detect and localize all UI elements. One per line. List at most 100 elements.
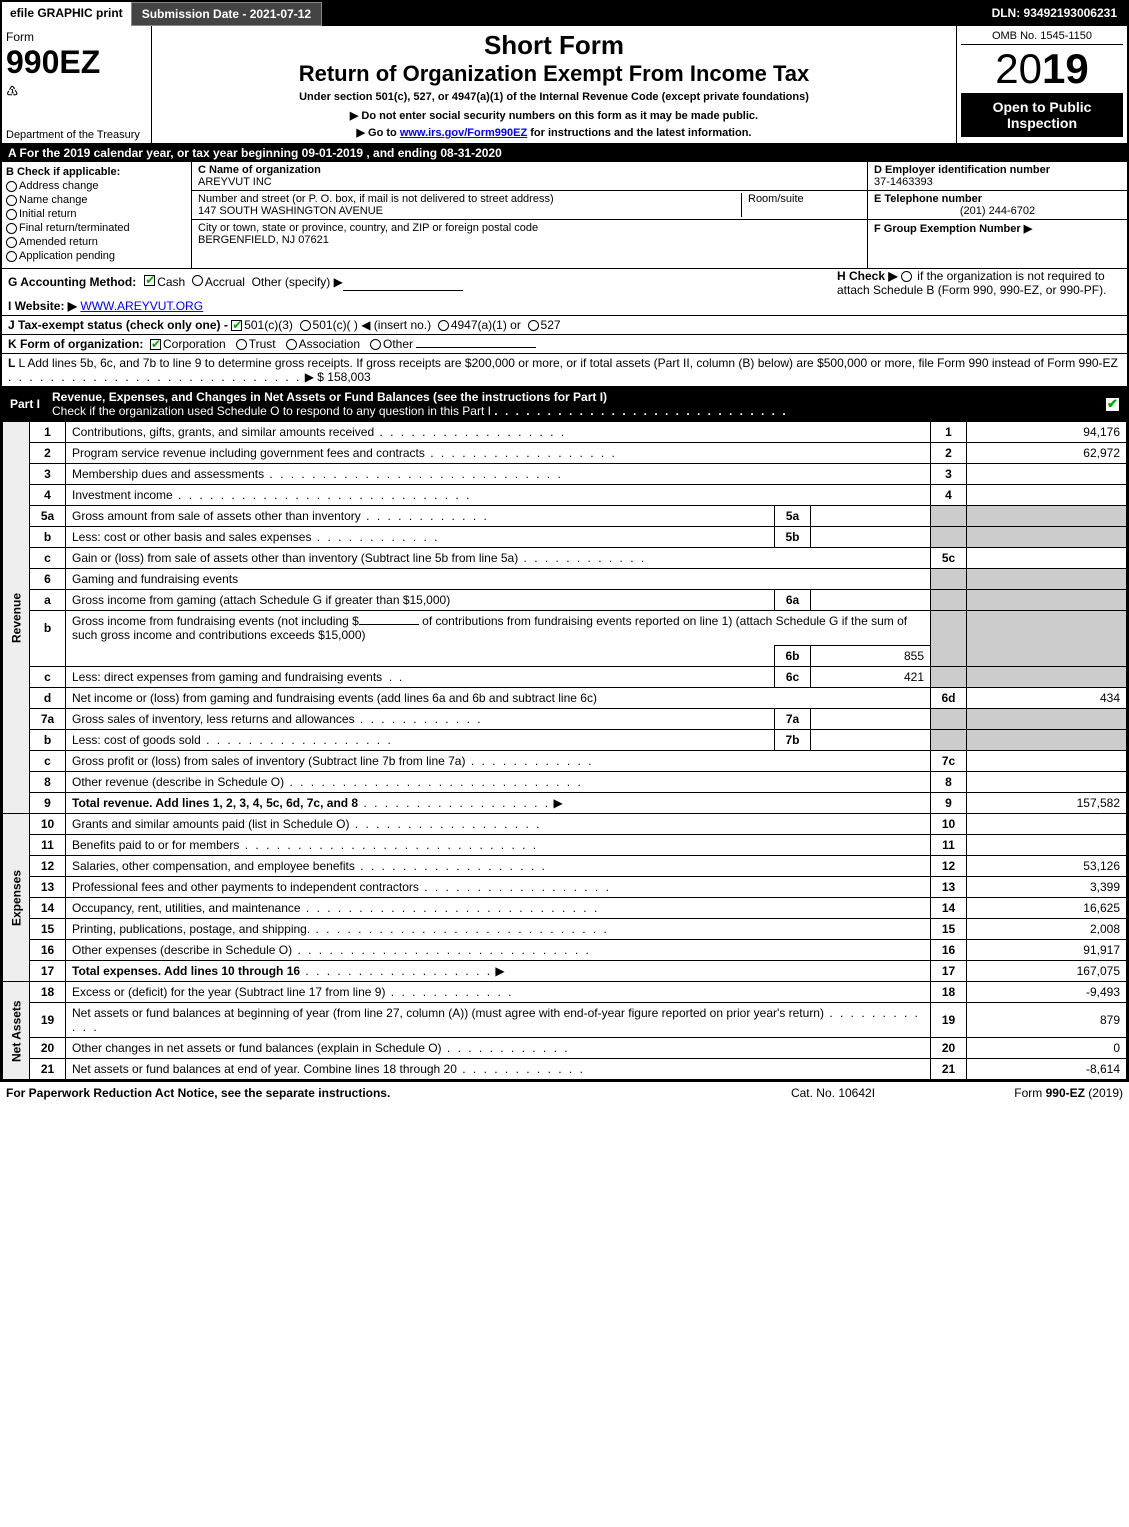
- line-ref: 5c: [931, 548, 967, 569]
- box-h: H Check ▶ if the organization is not req…: [827, 269, 1127, 297]
- form-word: Form: [6, 30, 147, 44]
- check-cash[interactable]: [144, 275, 155, 286]
- check-501c-other[interactable]: [300, 320, 311, 331]
- line-desc: Gross income from fundraising events (no…: [66, 611, 931, 646]
- org-street-cell: Number and street (or P. O. box, if mail…: [192, 191, 867, 220]
- check-address-change[interactable]: Address change: [6, 180, 187, 192]
- goto-link[interactable]: www.irs.gov/Form990EZ: [400, 127, 527, 139]
- shade-cell: [931, 646, 967, 667]
- line-1: Revenue 1 Contributions, gifts, grants, …: [3, 422, 1127, 443]
- line-amt: [967, 548, 1127, 569]
- line-ref: 14: [931, 898, 967, 919]
- shade-cell: [967, 646, 1127, 667]
- line-num: 4: [30, 485, 66, 506]
- line-num: 10: [30, 814, 66, 835]
- schedule-o-checkbox[interactable]: [1106, 398, 1119, 411]
- line-5c: c Gain or (loss) from sale of assets oth…: [3, 548, 1127, 569]
- line-desc: Salaries, other compensation, and employ…: [66, 856, 931, 877]
- other-org-input[interactable]: [416, 347, 536, 348]
- line-desc: Benefits paid to or for members: [66, 835, 931, 856]
- line-15: 15 Printing, publications, postage, and …: [3, 919, 1127, 940]
- subline-amt: 855: [811, 646, 931, 667]
- check-other-org[interactable]: [370, 339, 381, 350]
- box-j: J Tax-exempt status (check only one) - 5…: [2, 315, 1127, 335]
- line-num: 17: [30, 961, 66, 982]
- line-num: 21: [30, 1059, 66, 1080]
- line-ref: 18: [931, 982, 967, 1003]
- line-21: 21 Net assets or fund balances at end of…: [3, 1059, 1127, 1080]
- other-specify-input[interactable]: [343, 275, 463, 291]
- check-corporation[interactable]: [150, 339, 161, 350]
- line-desc: Gaming and fundraising events: [66, 569, 931, 590]
- efile-print-button[interactable]: efile GRAPHIC print: [2, 2, 131, 26]
- line-desc: Less: cost of goods sold: [66, 730, 775, 751]
- shade-cell: [931, 730, 967, 751]
- box-f: F Group Exemption Number ▶: [868, 220, 1127, 237]
- check-schedule-b-not-required[interactable]: [901, 271, 912, 282]
- subline-ref: 6b: [775, 646, 811, 667]
- omb-number: OMB No. 1545-1150: [961, 30, 1123, 45]
- line-5b: b Less: cost or other basis and sales ex…: [3, 527, 1127, 548]
- line-ref: 19: [931, 1003, 967, 1038]
- dept-treasury: Department of the Treasury: [6, 129, 140, 141]
- gross-receipts-text: L Add lines 5b, 6c, and 7b to line 9 to …: [18, 356, 1117, 370]
- shade-cell: [931, 667, 967, 688]
- line-3: 3 Membership dues and assessments 3: [3, 464, 1127, 485]
- line-9: 9 Total revenue. Add lines 1, 2, 3, 4, 5…: [3, 793, 1127, 814]
- line-num: 7a: [30, 709, 66, 730]
- corp-label: Corporation: [163, 337, 226, 351]
- subline-amt: 421: [811, 667, 931, 688]
- line-num: 3: [30, 464, 66, 485]
- shade-cell: [967, 730, 1127, 751]
- other-label: Other (specify) ▶: [252, 275, 343, 291]
- catalog-number: Cat. No. 10642I: [743, 1086, 923, 1100]
- line-desc: Gross income from gaming (attach Schedul…: [66, 590, 775, 611]
- line-6a: a Gross income from gaming (attach Sched…: [3, 590, 1127, 611]
- check-accrual[interactable]: [192, 275, 203, 286]
- check-trust[interactable]: [236, 339, 247, 350]
- entity-info-row: B Check if applicable: Address change Na…: [2, 162, 1127, 269]
- line-num: 16: [30, 940, 66, 961]
- shade-cell: [967, 709, 1127, 730]
- line-amt: 62,972: [967, 443, 1127, 464]
- arrow-icon: ▶: [305, 370, 314, 384]
- check-501c3[interactable]: [231, 320, 242, 331]
- check-address-change-label: Address change: [19, 180, 99, 192]
- line-6b-1: b Gross income from fundraising events (…: [3, 611, 1127, 646]
- line-ref: 4: [931, 485, 967, 506]
- line-ref: 15: [931, 919, 967, 940]
- line-2: 2 Program service revenue including gove…: [3, 443, 1127, 464]
- header-right: OMB No. 1545-1150 2019 Open to Public In…: [957, 26, 1127, 143]
- website-link[interactable]: WWW.AREYVUT.ORG: [80, 299, 203, 313]
- goto-suffix: for instructions and the latest informat…: [527, 127, 751, 139]
- check-name-change[interactable]: Name change: [6, 194, 187, 206]
- check-final-return[interactable]: Final return/terminated: [6, 222, 187, 234]
- line-amt: 167,075: [967, 961, 1127, 982]
- org-name-label: C Name of organization: [198, 164, 321, 176]
- contributions-input[interactable]: [359, 624, 419, 625]
- shade-cell: [931, 569, 967, 590]
- shade-cell: [967, 611, 1127, 646]
- tax-exempt-label: J Tax-exempt status (check only one) -: [8, 318, 228, 332]
- line-ref: 3: [931, 464, 967, 485]
- 501c3-label: 501(c)(3): [244, 318, 293, 332]
- box-i: I Website: ▶ WWW.AREYVUT.ORG: [2, 297, 1127, 315]
- line-desc: Gross sales of inventory, less returns a…: [66, 709, 775, 730]
- dots-icon: [8, 370, 301, 384]
- check-527[interactable]: [528, 320, 539, 331]
- line-7b: b Less: cost of goods sold 7b: [3, 730, 1127, 751]
- form-reference: Form 990-EZ (2019): [923, 1086, 1123, 1100]
- box-l: L L Add lines 5b, 6c, and 7b to line 9 t…: [2, 354, 1127, 387]
- check-4947a1[interactable]: [438, 320, 449, 331]
- line-num: a: [30, 590, 66, 611]
- line-18: Net Assets 18 Excess or (deficit) for th…: [3, 982, 1127, 1003]
- expenses-section-label: Expenses: [3, 814, 30, 982]
- check-amended-return[interactable]: Amended return: [6, 236, 187, 248]
- part-1-title-text: Revenue, Expenses, and Changes in Net As…: [52, 390, 607, 404]
- check-association[interactable]: [286, 339, 297, 350]
- line-ref: 10: [931, 814, 967, 835]
- phone-label: E Telephone number: [874, 193, 982, 205]
- check-application-pending[interactable]: Application pending: [6, 250, 187, 262]
- check-initial-return[interactable]: Initial return: [6, 208, 187, 220]
- line-desc: Professional fees and other payments to …: [66, 877, 931, 898]
